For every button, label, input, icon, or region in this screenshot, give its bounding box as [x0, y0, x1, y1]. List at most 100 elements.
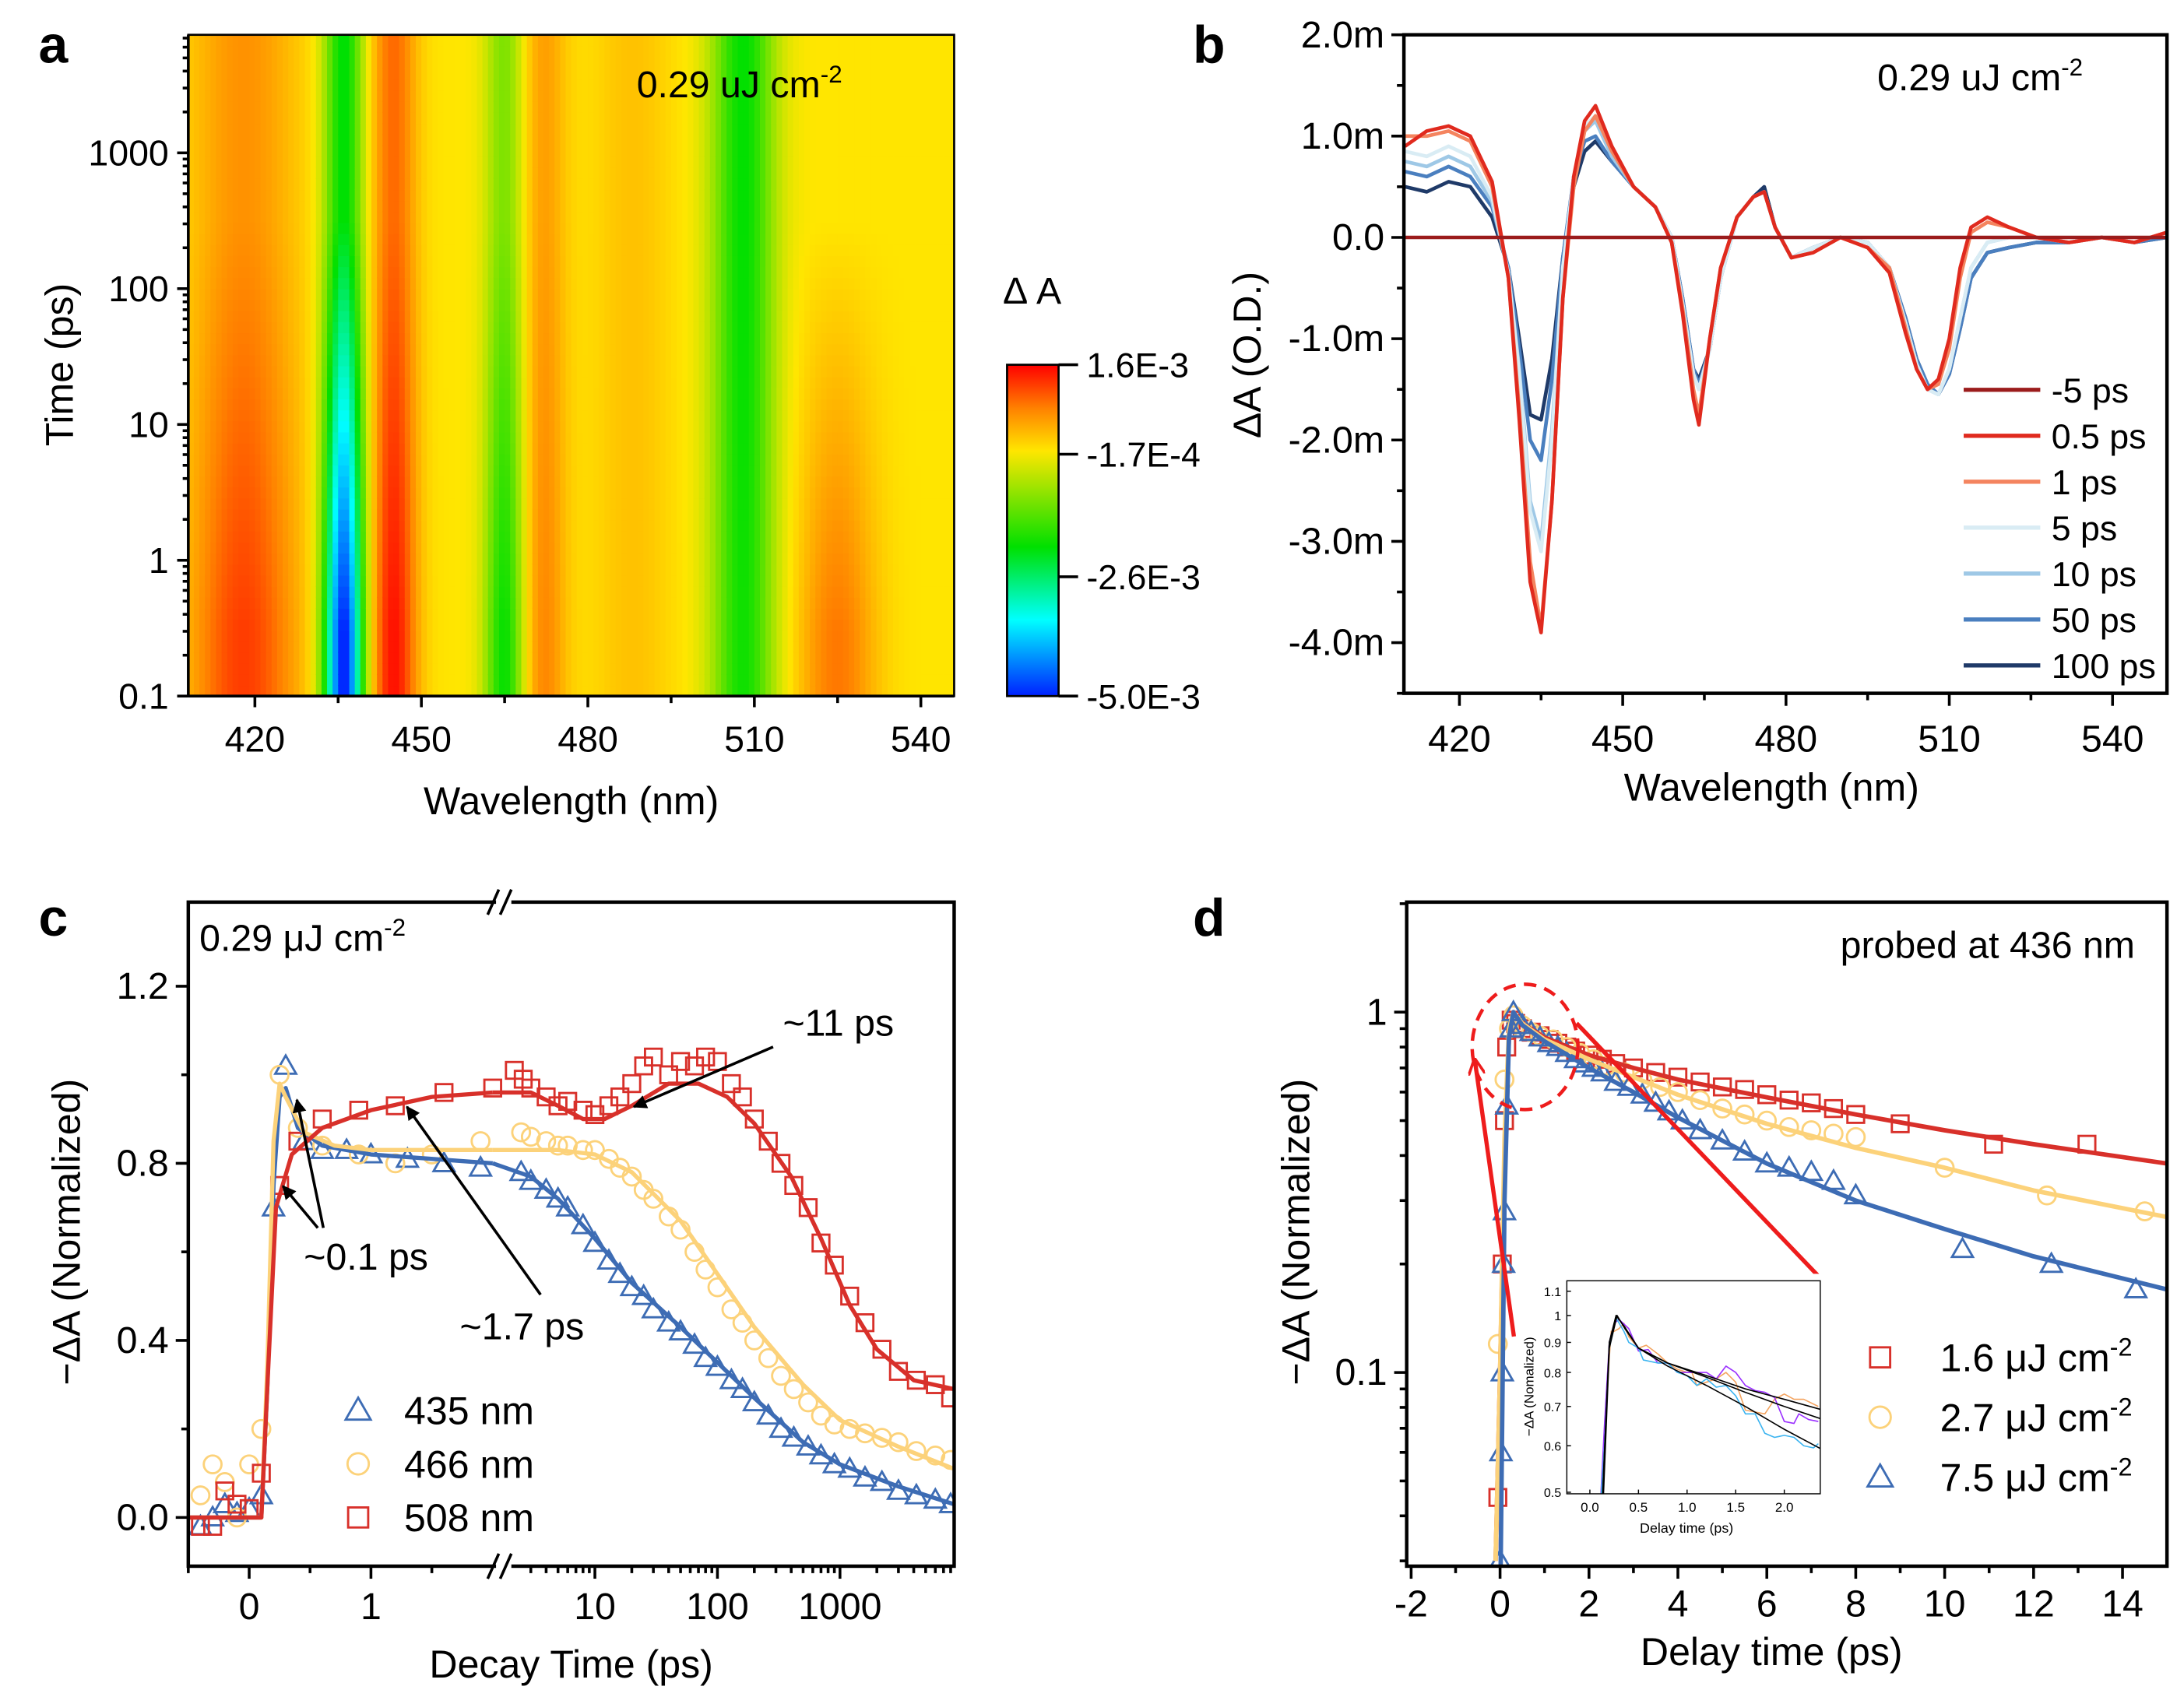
heatmap-cell	[249, 321, 256, 334]
heatmap-cell	[404, 277, 412, 290]
heatmap-cell	[593, 596, 600, 610]
heatmap-cell	[199, 45, 206, 58]
heatmap-cell	[255, 310, 262, 322]
heatmap-cell	[304, 662, 311, 675]
heatmap-cell	[471, 68, 478, 80]
heatmap-cell	[448, 398, 456, 411]
heatmap-cell	[266, 607, 273, 620]
heatmap-cell	[487, 145, 494, 157]
heatmap-cell	[604, 464, 611, 477]
heatmap-cell	[377, 387, 384, 400]
heatmap-cell	[582, 508, 589, 521]
heatmap-cell	[237, 685, 245, 697]
heatmap-cell	[227, 233, 234, 245]
heatmap-cell	[237, 420, 245, 433]
heatmap-cell	[599, 519, 606, 532]
heatmap-cell	[615, 431, 622, 444]
heatmap-cell	[332, 487, 339, 499]
heatmap-cell	[288, 134, 295, 146]
heatmap-cell	[271, 519, 278, 532]
heatmap-cell	[416, 662, 423, 675]
heatmap-cell	[565, 177, 572, 191]
heatmap-cell	[632, 288, 639, 300]
heatmap-cell	[210, 332, 217, 345]
heatmap-cell	[193, 641, 201, 653]
heatmap-cell	[532, 453, 539, 466]
heatmap-cell	[193, 553, 201, 565]
heatmap-cell	[471, 79, 478, 91]
heatmap-cell	[626, 177, 634, 191]
heatmap-cell	[410, 277, 417, 290]
heatmap-cell	[232, 45, 240, 58]
heatmap-cell	[565, 188, 572, 202]
heatmap-cell	[427, 188, 434, 202]
heatmap-cell	[493, 619, 501, 631]
heatmap-cell	[276, 409, 284, 422]
heatmap-cell	[193, 431, 201, 444]
heatmap-cell	[321, 255, 329, 268]
heatmap-cell	[498, 365, 506, 378]
heatmap-cell	[360, 310, 367, 322]
heatmap-cell	[421, 409, 428, 422]
heatmap-cell	[266, 343, 273, 356]
heatmap-cell	[377, 90, 384, 102]
heatmap-cell	[604, 476, 611, 488]
heatmap-cell	[515, 365, 522, 378]
heatmap-cell	[399, 122, 406, 135]
heatmap-cell	[271, 354, 278, 367]
heatmap-cell	[493, 442, 501, 455]
heatmap-cell	[354, 343, 361, 356]
heatmap-cell	[526, 564, 533, 576]
heatmap-cell	[443, 266, 450, 279]
heatmap-cell	[638, 453, 645, 466]
heatmap-cell	[255, 145, 262, 157]
heatmap-cell	[216, 122, 223, 135]
heatmap-cell	[515, 453, 522, 466]
heatmap-cell	[505, 288, 512, 300]
heatmap-cell	[571, 90, 578, 102]
heatmap-cell	[188, 145, 195, 157]
heatmap-cell	[266, 553, 273, 565]
heatmap-cell	[466, 222, 473, 234]
heatmap-cell	[310, 255, 317, 268]
heatmap-cell	[610, 34, 617, 47]
heatmap-cell	[282, 619, 290, 631]
heatmap-cell	[498, 332, 506, 345]
heatmap-cell	[487, 431, 494, 444]
heatmap-cell	[466, 277, 473, 290]
heatmap-cell	[526, 530, 533, 543]
heatmap-cell	[610, 277, 617, 290]
heatmap-cell	[260, 332, 267, 345]
heatmap-cell	[626, 652, 634, 664]
heatmap-cell	[327, 310, 334, 322]
heatmap-cell	[448, 57, 456, 69]
heatmap-cell	[232, 685, 240, 697]
heatmap-cell	[454, 564, 462, 576]
heatmap-cell	[599, 145, 606, 157]
heatmap-cell	[299, 607, 306, 620]
heatmap-cell	[498, 100, 506, 113]
heatmap-cell	[332, 100, 339, 113]
heatmap-cell	[349, 376, 356, 388]
heatmap-cell	[315, 662, 322, 675]
heatmap-cell	[477, 365, 484, 378]
heatmap-cell	[199, 541, 206, 554]
heatmap-cell	[543, 354, 550, 367]
heatmap-cell	[399, 188, 406, 202]
heatmap-cell	[593, 200, 600, 213]
heatmap-cell	[432, 685, 439, 697]
heatmap-cell	[266, 45, 273, 58]
heatmap-cell	[432, 574, 439, 587]
heatmap-cell	[255, 376, 262, 388]
heatmap-cell	[471, 200, 478, 213]
heatmap-cell	[343, 45, 350, 58]
heatmap-cell	[588, 145, 595, 157]
heatmap-cell	[432, 134, 439, 146]
heatmap-cell	[543, 57, 550, 69]
heatmap-cell	[354, 365, 361, 378]
heatmap-cell	[537, 652, 545, 664]
heatmap-cell	[310, 596, 317, 610]
heatmap-cell	[349, 387, 356, 400]
heatmap-cell	[360, 376, 367, 388]
heatmap-cell	[487, 122, 494, 135]
